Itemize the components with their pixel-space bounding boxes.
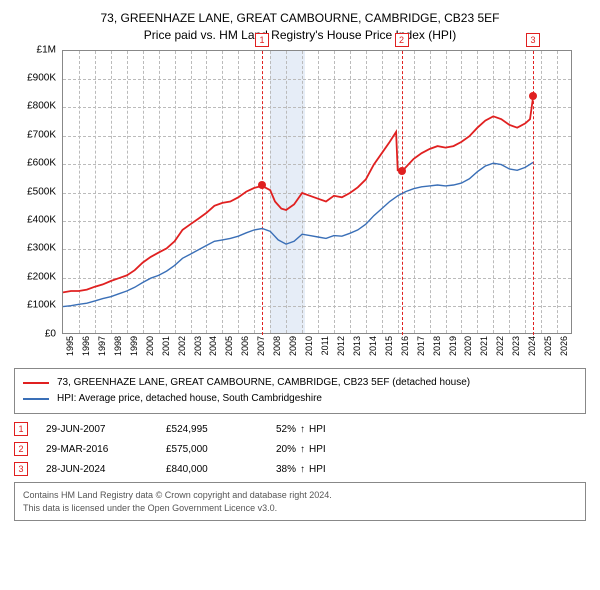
sale-price: £575,000 <box>166 444 276 455</box>
y-tick-label: £600K <box>27 158 56 169</box>
sale-diff-pct: 20% <box>276 444 296 455</box>
x-tick-label: 2024 <box>527 336 537 356</box>
arrow-up-icon: ↑ <box>300 464 305 475</box>
sale-diff-label: HPI <box>309 424 326 435</box>
y-tick-label: £500K <box>27 186 56 197</box>
x-tick-label: 2019 <box>448 336 458 356</box>
x-tick-label: 1998 <box>113 336 123 356</box>
x-tick-label: 2026 <box>559 336 569 356</box>
sale-date: 29-MAR-2016 <box>46 444 166 455</box>
y-tick-label: £900K <box>27 72 56 83</box>
x-tick-label: 2000 <box>145 336 155 356</box>
x-tick-label: 2004 <box>208 336 218 356</box>
sale-diff-pct: 52% <box>276 424 296 435</box>
x-tick-label: 2002 <box>177 336 187 356</box>
series-property <box>63 96 533 292</box>
x-tick-label: 2009 <box>288 336 298 356</box>
x-tick-label: 2017 <box>416 336 426 356</box>
x-tick-label: 2016 <box>400 336 410 356</box>
series-svg <box>63 51 573 335</box>
copyright-line2: This data is licensed under the Open Gov… <box>23 502 577 515</box>
x-tick-label: 2022 <box>495 336 505 356</box>
chart-title-block: 73, GREENHAZE LANE, GREAT CAMBOURNE, CAM… <box>14 10 586 44</box>
legend-swatch <box>23 398 49 400</box>
x-tick-label: 2001 <box>161 336 171 356</box>
x-tick-label: 2011 <box>320 336 330 355</box>
x-tick-label: 2021 <box>479 336 489 356</box>
sale-date: 29-JUN-2007 <box>46 424 166 435</box>
x-tick-label: 1997 <box>97 336 107 356</box>
sales-list: 1 29-JUN-2007£524,99552% ↑ HPI 2 29-MAR-2016£… <box>14 422 586 476</box>
x-tick-label: 2007 <box>256 336 266 356</box>
legend-row: HPI: Average price, detached house, Sout… <box>23 391 577 407</box>
sale-row: 2 29-MAR-2016£575,00020% ↑ HPI <box>14 442 586 456</box>
x-tick-label: 2015 <box>384 336 394 356</box>
sale-diff: 20% ↑ HPI <box>276 444 326 455</box>
sale-marker-box: 3 <box>526 33 540 47</box>
sale-number-box: 1 <box>14 422 28 436</box>
x-tick-label: 2003 <box>193 336 203 356</box>
sale-price: £840,000 <box>166 464 276 475</box>
sale-marker-box: 1 <box>255 33 269 47</box>
legend-label: 73, GREENHAZE LANE, GREAT CAMBOURNE, CAM… <box>57 375 470 391</box>
y-tick-label: £200K <box>27 271 56 282</box>
y-tick-label: £800K <box>27 101 56 112</box>
sale-diff: 52% ↑ HPI <box>276 424 326 435</box>
sale-date: 28-JUN-2024 <box>46 464 166 475</box>
legend-row: 73, GREENHAZE LANE, GREAT CAMBOURNE, CAM… <box>23 375 577 391</box>
arrow-up-icon: ↑ <box>300 424 305 435</box>
legend-label: HPI: Average price, detached house, Sout… <box>57 391 322 407</box>
sale-marker-box: 2 <box>395 33 409 47</box>
x-tick-label: 2010 <box>304 336 314 356</box>
legend-swatch <box>23 382 49 384</box>
x-tick-label: 2008 <box>272 336 282 356</box>
sale-row: 3 28-JUN-2024£840,00038% ↑ HPI <box>14 462 586 476</box>
x-tick-label: 2023 <box>511 336 521 356</box>
x-tick-label: 1996 <box>81 336 91 356</box>
y-tick-label: £700K <box>27 129 56 140</box>
copyright-line1: Contains HM Land Registry data © Crown c… <box>23 489 577 502</box>
y-tick-label: £1M <box>37 44 56 55</box>
x-tick-label: 1995 <box>65 336 75 356</box>
series-hpi <box>63 162 533 306</box>
sale-diff-label: HPI <box>309 464 326 475</box>
title-line1: 73, GREENHAZE LANE, GREAT CAMBOURNE, CAM… <box>14 10 586 27</box>
y-tick-label: £100K <box>27 300 56 311</box>
x-tick-label: 2020 <box>463 336 473 356</box>
y-tick-label: £0 <box>45 328 56 339</box>
sale-price: £524,995 <box>166 424 276 435</box>
sale-diff: 38% ↑ HPI <box>276 464 326 475</box>
x-tick-label: 2014 <box>368 336 378 356</box>
chart: £0£100K£200K£300K£400K£500K£600K£700K£80… <box>14 50 572 334</box>
x-tick-label: 1999 <box>129 336 139 356</box>
x-tick-label: 2012 <box>336 336 346 356</box>
sale-diff-label: HPI <box>309 444 326 455</box>
title-line2: Price paid vs. HM Land Registry's House … <box>14 27 586 44</box>
sale-diff-pct: 38% <box>276 464 296 475</box>
x-tick-label: 2013 <box>352 336 362 356</box>
x-tick-label: 2025 <box>543 336 553 356</box>
sale-row: 1 29-JUN-2007£524,99552% ↑ HPI <box>14 422 586 436</box>
below-chart: 73, GREENHAZE LANE, GREAT CAMBOURNE, CAM… <box>14 368 586 521</box>
copyright: Contains HM Land Registry data © Crown c… <box>14 482 586 521</box>
sale-number-box: 2 <box>14 442 28 456</box>
y-tick-label: £400K <box>27 214 56 225</box>
arrow-up-icon: ↑ <box>300 444 305 455</box>
legend: 73, GREENHAZE LANE, GREAT CAMBOURNE, CAM… <box>14 368 586 414</box>
x-tick-label: 2006 <box>240 336 250 356</box>
sale-number-box: 3 <box>14 462 28 476</box>
x-tick-label: 2018 <box>432 336 442 356</box>
y-tick-label: £300K <box>27 243 56 254</box>
x-tick-label: 2005 <box>224 336 234 356</box>
